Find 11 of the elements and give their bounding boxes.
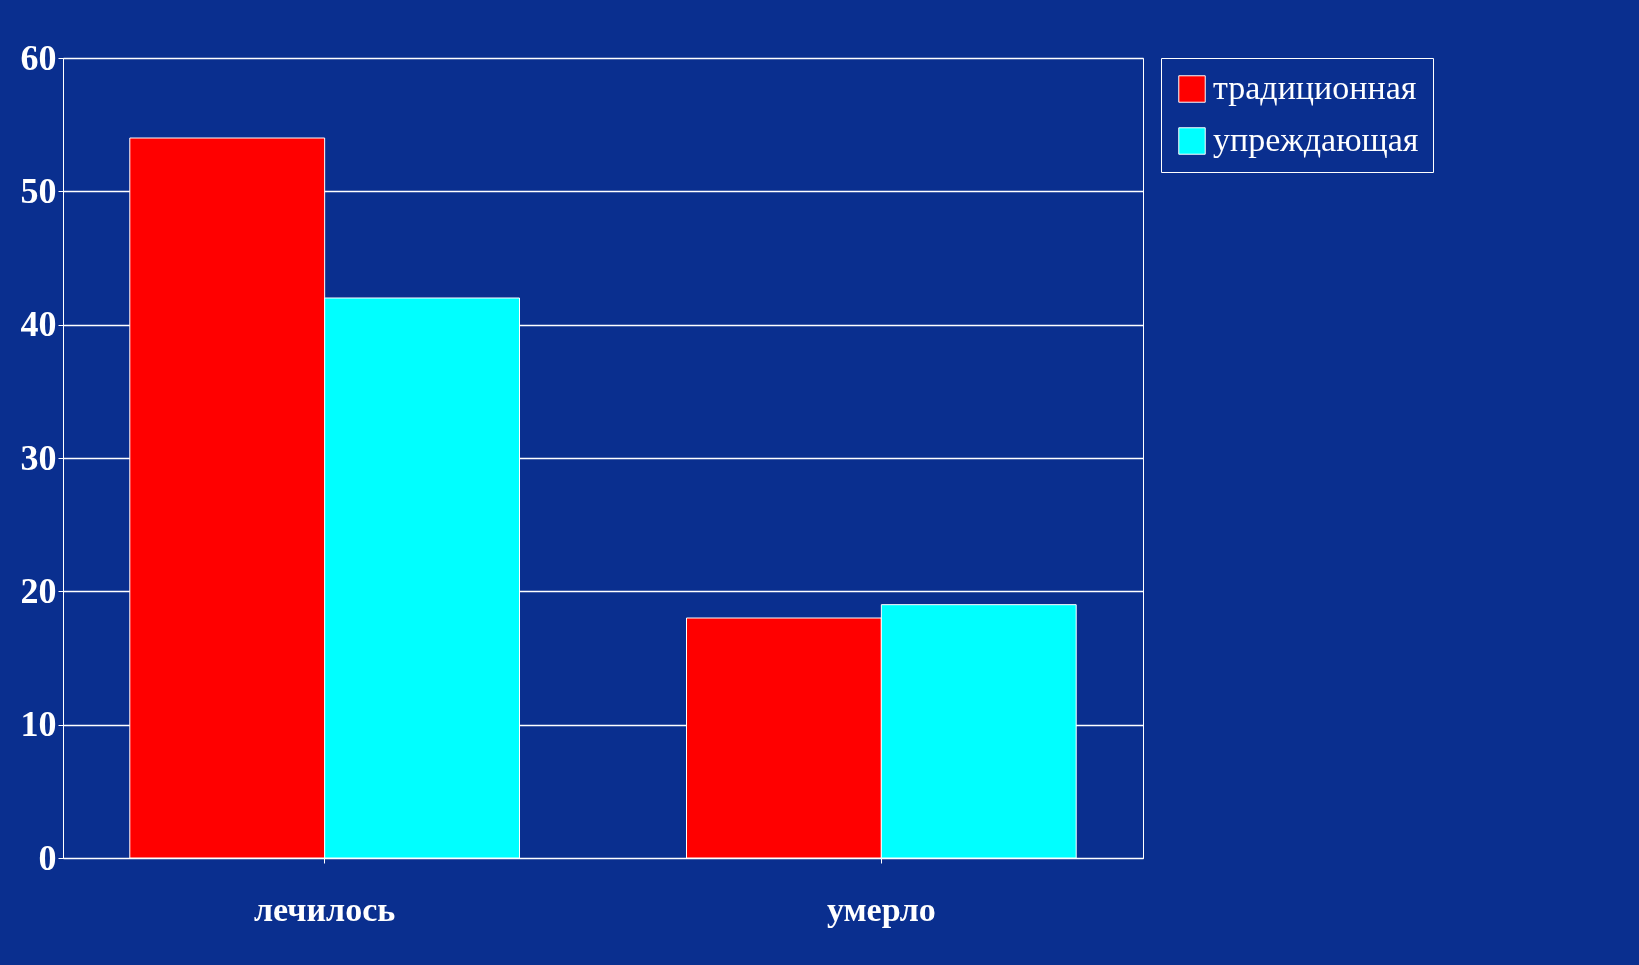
y-tick-label: 10 xyxy=(20,704,57,745)
y-tick-label: 30 xyxy=(20,437,57,478)
y-tick-label: 60 xyxy=(20,37,57,78)
y-tick-label: 50 xyxy=(20,170,57,211)
legend-label: упреждающая xyxy=(1213,121,1419,158)
x-tick-label: лечилось xyxy=(254,890,396,928)
legend-label: традиционная xyxy=(1213,69,1417,106)
y-tick-label: 40 xyxy=(20,304,57,345)
x-tick-label: умерло xyxy=(826,890,936,928)
y-tick-label: 20 xyxy=(20,570,57,611)
y-tick-label: 0 xyxy=(38,837,57,878)
